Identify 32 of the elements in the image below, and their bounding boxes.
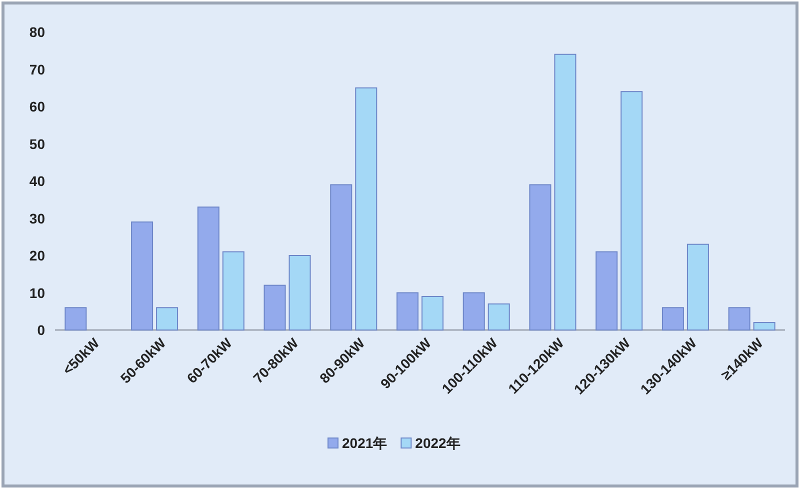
bar bbox=[222, 251, 244, 330]
bar bbox=[462, 292, 485, 330]
bar bbox=[156, 307, 178, 330]
bar bbox=[330, 184, 352, 330]
bar bbox=[197, 206, 220, 330]
bar bbox=[554, 54, 576, 330]
bar bbox=[620, 91, 643, 330]
y-tick-label: 40 bbox=[29, 173, 46, 189]
y-tick-label: 60 bbox=[29, 98, 46, 114]
bar bbox=[422, 296, 444, 330]
bar bbox=[64, 307, 87, 330]
y-tick-label: 50 bbox=[29, 136, 46, 152]
bar bbox=[396, 292, 418, 330]
y-tick-label: 80 bbox=[29, 24, 46, 40]
legend-label: 2022年 bbox=[415, 435, 460, 451]
bar bbox=[488, 303, 510, 330]
bar bbox=[753, 322, 776, 330]
bar bbox=[728, 307, 750, 330]
y-tick-label: 30 bbox=[29, 210, 46, 226]
bar bbox=[355, 87, 378, 330]
y-tick-label: 20 bbox=[29, 248, 46, 264]
bar bbox=[288, 255, 311, 330]
bar bbox=[264, 284, 286, 330]
bar bbox=[662, 307, 684, 330]
bar bbox=[529, 184, 552, 330]
legend-label: 2021年 bbox=[342, 435, 388, 451]
y-tick-label: 70 bbox=[29, 61, 46, 78]
bar bbox=[596, 251, 618, 330]
y-tick-label: 0 bbox=[37, 322, 46, 338]
y-tick-label: 10 bbox=[29, 284, 46, 301]
bar bbox=[131, 221, 154, 330]
bar bbox=[686, 244, 709, 330]
